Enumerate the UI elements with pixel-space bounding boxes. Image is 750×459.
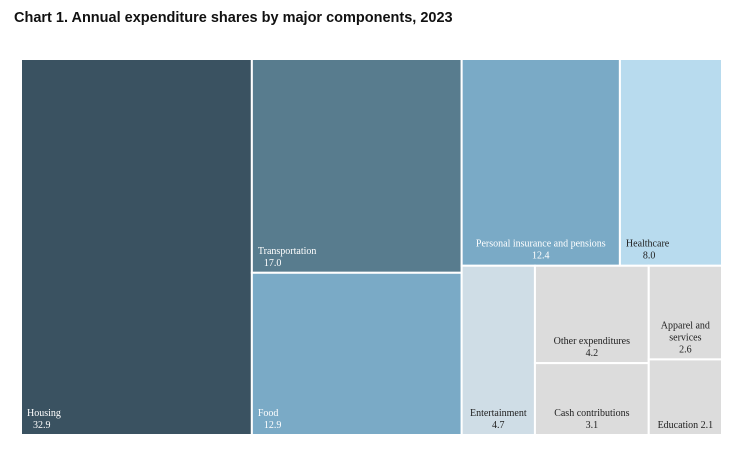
- treemap-value-transportation: 17.0: [264, 258, 282, 269]
- treemap-rect-housing: [20, 58, 253, 436]
- treemap-label-other-expenditures: Other expenditures: [554, 336, 630, 347]
- treemap-label-apparel-and-services-line-1: Apparel and: [661, 320, 710, 331]
- treemap-label-entertainment: Entertainment: [470, 408, 527, 419]
- treemap-rect-education: [647, 358, 723, 436]
- treemap-rect-personal-insurance-and-pensions: [460, 58, 621, 267]
- treemap-value-education: Education 2.1: [658, 420, 714, 431]
- treemap-value-housing: 32.9: [33, 420, 51, 431]
- treemap-rect-food: [250, 271, 463, 436]
- treemap-label-transportation: Transportation: [258, 246, 317, 257]
- treemap-label-housing: Housing: [27, 408, 61, 419]
- treemap-rect-healthcare: [618, 58, 724, 267]
- chart-title: Chart 1. Annual expenditure shares by ma…: [14, 10, 453, 26]
- treemap-value-personal-insurance-and-pensions: 12.4: [532, 251, 550, 262]
- treemap-label-personal-insurance-and-pensions: Personal insurance and pensions: [476, 239, 606, 250]
- treemap-label-healthcare: Healthcare: [626, 239, 670, 250]
- treemap-value-entertainment: 4.7: [492, 420, 505, 431]
- treemap-value-apparel-and-services: 2.6: [679, 344, 692, 355]
- treemap-rect-apparel-and-services: [647, 264, 723, 361]
- treemap-value-cash-contributions: 3.1: [586, 420, 599, 431]
- treemap-cell-education: Education 2.1: [647, 358, 723, 436]
- treemap-label-food: Food: [258, 408, 279, 419]
- treemap-value-healthcare: 8.0: [643, 251, 656, 262]
- treemap-value-other-expenditures: 4.2: [586, 348, 599, 359]
- treemap-value-food: 12.9: [264, 420, 282, 431]
- treemap-label-apparel-and-services-line-2: services: [669, 332, 701, 343]
- treemap-rect-transportation: [250, 58, 463, 274]
- treemap-label-cash-contributions: Cash contributions: [554, 408, 629, 419]
